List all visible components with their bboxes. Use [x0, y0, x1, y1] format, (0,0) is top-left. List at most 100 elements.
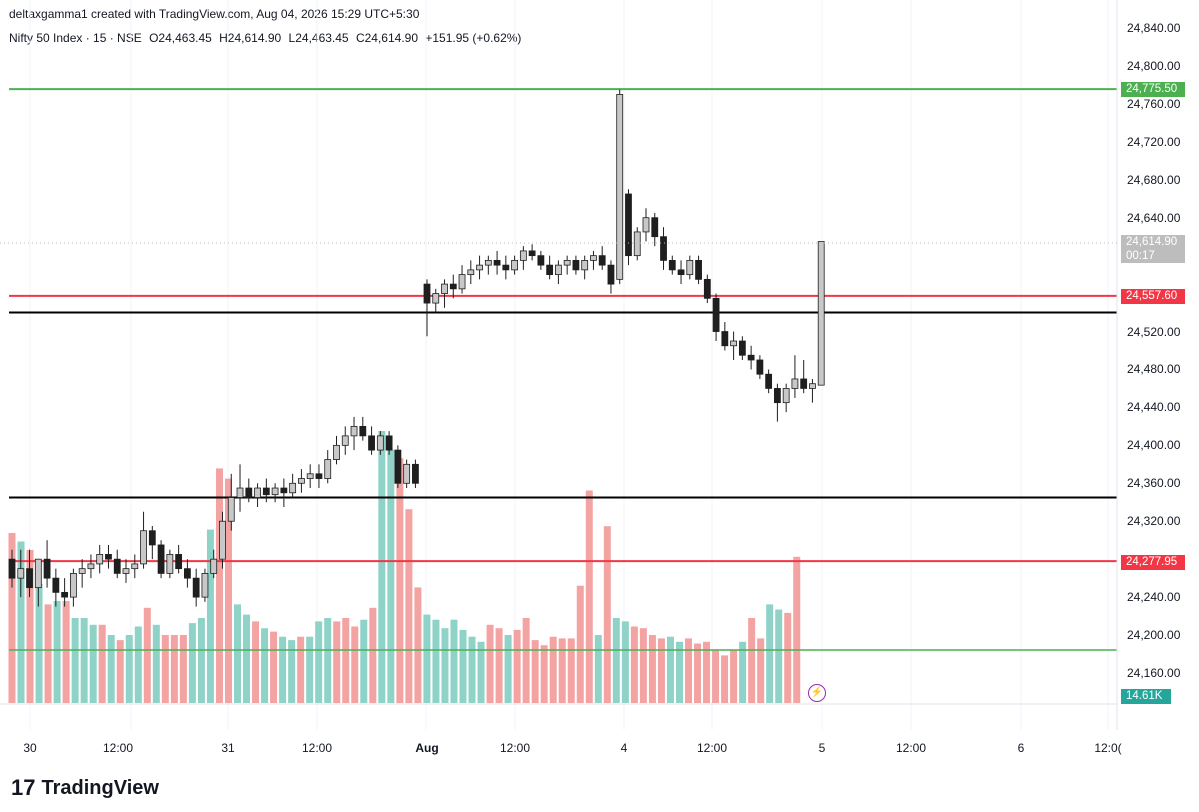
candle	[192, 568, 200, 607]
volume-bar	[44, 604, 52, 703]
price-axis-label: 24,360.00	[1127, 476, 1181, 491]
candle	[324, 450, 332, 484]
volume-bar	[468, 636, 476, 703]
volume-bar	[342, 618, 350, 703]
volume-bar	[261, 628, 269, 703]
open-value: O24,463.45	[149, 31, 212, 45]
volume-bar	[53, 601, 61, 703]
volume-bar	[441, 628, 449, 703]
symbol-name[interactable]: Nifty 50 Index · 15 · NSE	[9, 31, 142, 45]
candle	[376, 431, 384, 455]
volume-bar	[215, 468, 223, 703]
candle	[441, 279, 448, 308]
volume-bar	[603, 526, 611, 703]
volume-bar	[576, 585, 584, 703]
candle	[17, 549, 25, 598]
price-axis-label: 24,720.00	[1127, 134, 1181, 149]
candle	[157, 540, 165, 579]
tv-logo-icon: 17	[11, 775, 36, 800]
volume-bar	[62, 601, 70, 703]
candle	[668, 255, 676, 275]
volume-bar	[666, 636, 674, 703]
candle	[315, 464, 323, 489]
candle	[738, 336, 746, 360]
volume-bar	[206, 529, 214, 703]
price-axis-label: 24,800.00	[1127, 58, 1181, 73]
candle	[467, 260, 475, 285]
volume-bar	[477, 641, 485, 703]
candle	[423, 279, 431, 337]
current-price-value: 24,614.90	[1126, 236, 1178, 248]
resistance-high-tag: 24,775.50	[1121, 82, 1185, 97]
candle	[105, 544, 112, 569]
volume-bar	[594, 635, 602, 703]
candle	[219, 511, 226, 569]
candle	[581, 255, 589, 280]
volume-bar	[495, 628, 503, 703]
volume-bar	[793, 556, 801, 703]
candle	[113, 549, 121, 579]
candle	[61, 578, 69, 607]
candle	[8, 549, 16, 588]
time-axis-label: 4	[620, 741, 628, 755]
volume-bar	[243, 614, 251, 703]
volume-bar	[513, 629, 521, 703]
candle	[747, 345, 755, 370]
candle	[712, 293, 720, 342]
high-value: H24,614.90	[219, 31, 282, 45]
volume-bar	[378, 431, 386, 703]
candle	[306, 464, 314, 489]
candle	[298, 469, 305, 493]
support-red-tag: 24,277.95	[1121, 555, 1185, 570]
volume-bar	[414, 587, 422, 703]
candle	[598, 246, 606, 270]
candle	[607, 260, 615, 294]
volume-bar	[179, 635, 187, 703]
price-axis-label: 24,680.00	[1127, 172, 1181, 187]
volume-bar	[685, 638, 692, 703]
time-axis-label: 30	[23, 741, 37, 755]
candle	[703, 274, 711, 304]
candle	[590, 250, 597, 270]
close-value: C24,614.90	[355, 31, 419, 45]
volume-bar	[197, 618, 205, 703]
candle	[26, 549, 33, 598]
candle	[528, 244, 536, 261]
candle	[484, 255, 492, 275]
tradingview-logo: 17 TradingView	[11, 775, 159, 801]
candle	[449, 274, 457, 299]
volume-bar	[288, 640, 296, 703]
candle	[476, 255, 483, 280]
resistance-red-tag: 24,557.60	[1121, 289, 1185, 304]
volume-bar	[748, 618, 756, 703]
candle	[201, 568, 209, 602]
time-axis-label: 12:00	[102, 741, 134, 755]
candle	[271, 483, 279, 503]
volume-bar	[152, 624, 160, 703]
candle	[175, 544, 183, 574]
volume-bar	[270, 631, 278, 703]
time-axis-label: 12:00	[895, 741, 927, 755]
candle	[660, 227, 667, 270]
volume-bar	[161, 635, 169, 703]
candle	[537, 250, 545, 270]
volume-bar	[612, 618, 620, 703]
volume-bar	[306, 636, 314, 703]
volume-bar	[549, 636, 557, 703]
volume-bar	[450, 619, 458, 703]
price-axis-label: 24,200.00	[1127, 628, 1181, 643]
lightning-icon[interactable]: ⚡	[808, 684, 826, 702]
candle	[502, 255, 510, 280]
candle	[254, 483, 261, 508]
time-axis-label: 12:00	[301, 741, 333, 755]
candle	[412, 459, 419, 489]
volume-bar	[558, 638, 566, 703]
price-axis-label: 24,640.00	[1127, 210, 1181, 225]
candle	[432, 288, 440, 313]
volume-bar	[35, 584, 43, 703]
volume-bar	[648, 635, 656, 703]
volume-bar	[757, 638, 765, 703]
volume-bar	[333, 621, 341, 703]
candle	[350, 416, 358, 451]
